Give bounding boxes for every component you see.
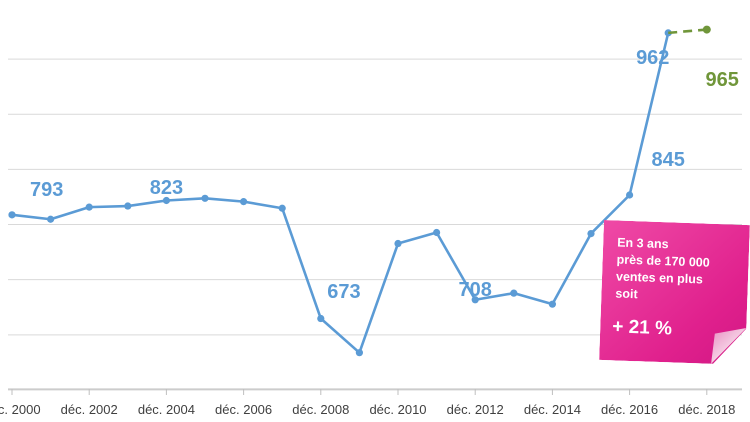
- projection-point: [702, 25, 711, 34]
- x-tick-label: déc. 2018: [678, 402, 735, 417]
- data-point: [278, 204, 286, 212]
- x-tick-label: déc. 2010: [369, 402, 426, 417]
- data-label: 823: [150, 177, 183, 199]
- grid: [8, 58, 742, 391]
- data-point: [162, 196, 170, 205]
- sticky-note-text: En 3 ans près de 170 000 ventes en plus …: [615, 234, 743, 306]
- data-point: [587, 230, 595, 238]
- data-point: [47, 215, 55, 223]
- data-point: [240, 198, 248, 206]
- data-point: [8, 211, 16, 219]
- data-point: [85, 203, 93, 211]
- x-tick-label: déc. 2006: [215, 402, 272, 417]
- data-label: 708: [459, 279, 492, 301]
- projection-line: [668, 28, 707, 35]
- x-tick-label: déc. 2012: [447, 402, 504, 417]
- data-point: [317, 314, 325, 323]
- x-tick-label: déc. 2002: [61, 402, 118, 417]
- data-label: 673: [327, 281, 360, 303]
- data-label: 845: [652, 149, 685, 171]
- data-point: [201, 194, 209, 202]
- data-labels: 793 823 673 708 845 962 965: [30, 47, 739, 303]
- x-tick-label: déc. 2008: [292, 402, 349, 417]
- data-point: [510, 289, 518, 297]
- x-axis: déc. 2000 déc. 2002 déc. 2004 déc. 2006 déc.…: [0, 388, 742, 417]
- data-label: 962: [636, 47, 669, 69]
- series: [8, 25, 711, 357]
- data-point: [548, 300, 557, 308]
- data-label: 793: [30, 179, 63, 201]
- data-point: [626, 191, 634, 199]
- data-label: 965: [706, 69, 739, 91]
- series-line: [11, 32, 670, 355]
- data-point: [355, 349, 363, 357]
- x-tick-label: déc. 2016: [601, 402, 658, 417]
- data-point: [433, 228, 441, 237]
- sticky-note-callout: En 3 ans près de 170 000 ventes en plus …: [599, 220, 750, 365]
- data-point: [394, 239, 402, 248]
- x-tick-label: déc. 2000: [0, 402, 41, 417]
- data-point: [124, 202, 132, 210]
- note-percentage: + 21 %: [611, 316, 673, 340]
- data-point: [471, 296, 479, 304]
- x-tick-label: déc. 2004: [138, 402, 195, 417]
- x-tick-label: déc. 2014: [524, 402, 581, 417]
